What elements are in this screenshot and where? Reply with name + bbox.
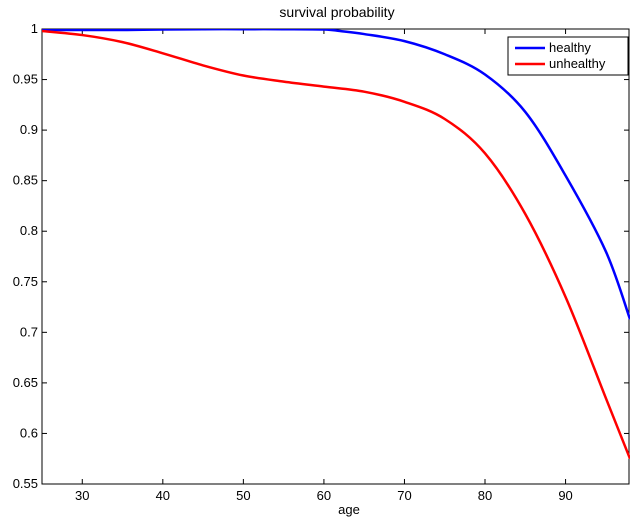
legend-box — [507, 36, 629, 76]
series-line-unhealthy — [42, 29, 630, 460]
x-tick-label: 70 — [397, 488, 411, 503]
y-tick-label: 0.6 — [20, 425, 38, 440]
y-tick-label: 0.65 — [13, 375, 38, 390]
x-tick-label: 50 — [236, 488, 250, 503]
y-tick-label: 0.85 — [13, 173, 38, 188]
x-axis-label: age — [338, 502, 360, 517]
x-tick-label: 40 — [156, 488, 170, 503]
y-tick-label: 0.95 — [13, 72, 38, 87]
legend-label-healthy: healthy — [549, 40, 591, 55]
y-tick-label: 1 — [31, 21, 38, 36]
y-tick-label: 0.9 — [20, 122, 38, 137]
x-tick-label: 60 — [317, 488, 331, 503]
y-tick-label: 0.7 — [20, 324, 38, 339]
y-tick-label: 0.55 — [13, 476, 38, 491]
chart-title: survival probability — [279, 4, 394, 20]
x-tick-label: 30 — [75, 488, 89, 503]
y-tick-label: 0.75 — [13, 274, 38, 289]
y-tick-label: 0.8 — [20, 223, 38, 238]
plot-area — [41, 28, 630, 485]
legend-label-unhealthy: unhealthy — [549, 56, 606, 71]
x-tick-label: 80 — [478, 488, 492, 503]
x-tick-label: 90 — [558, 488, 572, 503]
series-line-healthy — [42, 29, 630, 320]
